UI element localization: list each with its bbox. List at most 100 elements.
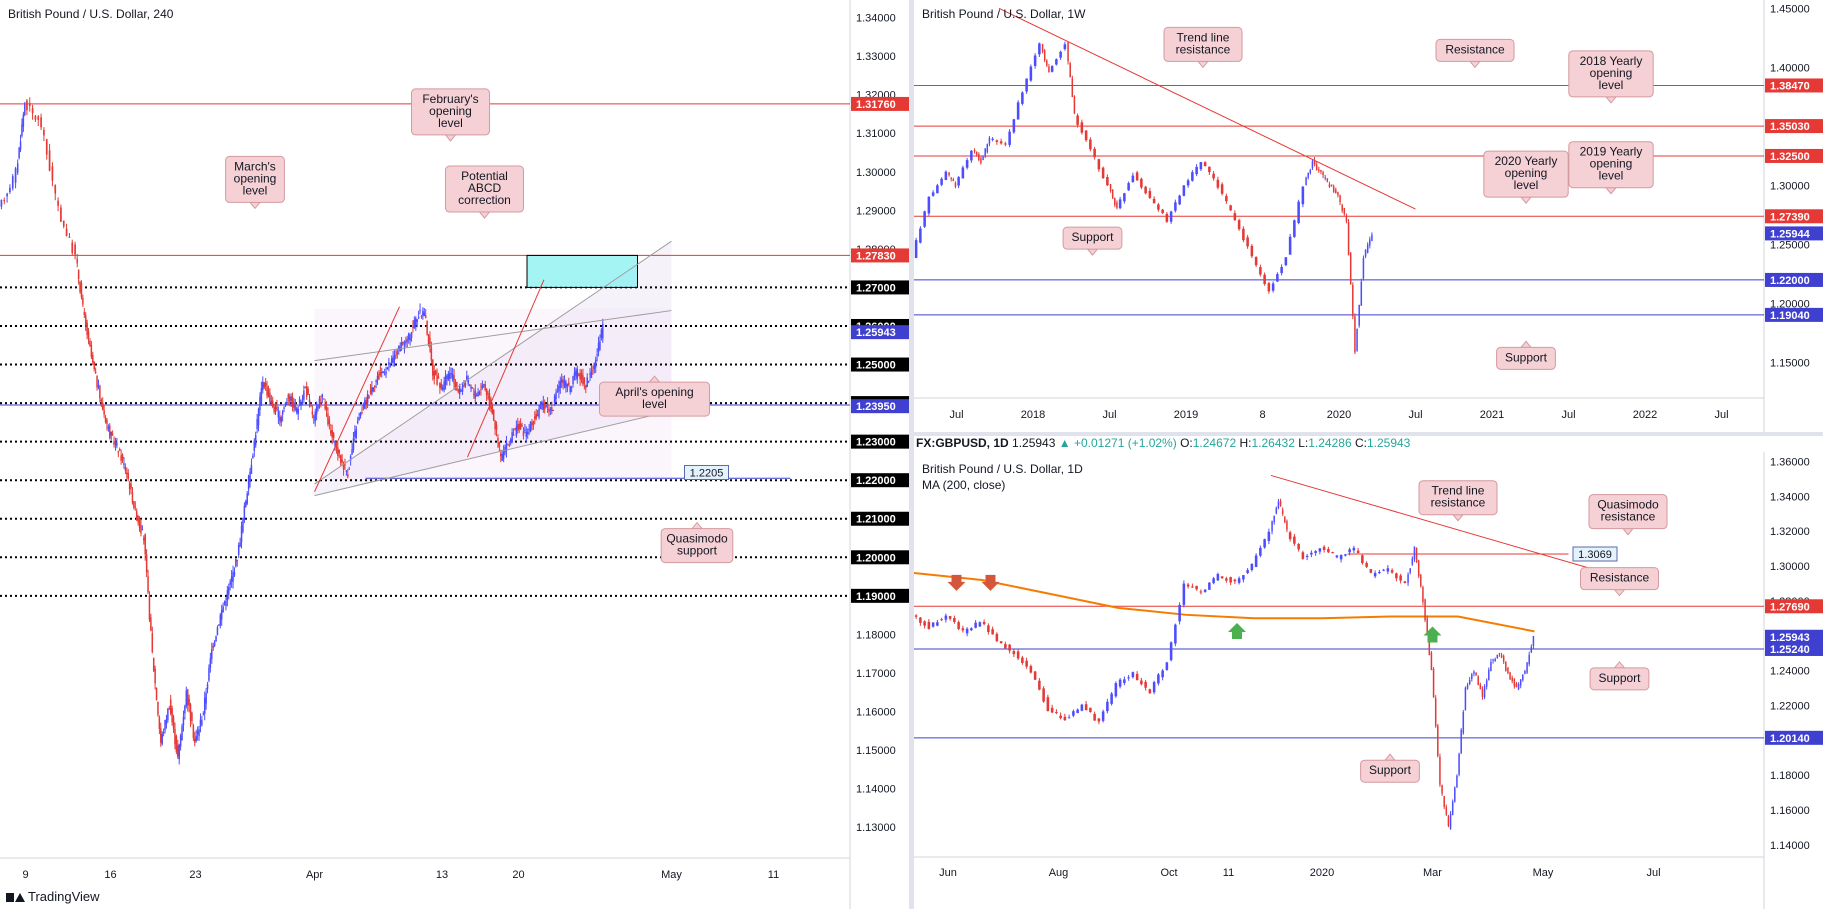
candle-body-374 (563, 380, 566, 387)
price-tag: 1.2205 (684, 464, 729, 480)
candle-body-74 (138, 519, 141, 528)
candle-body-49 (1080, 122, 1084, 133)
candle-body-4 (931, 622, 935, 627)
candle-body-110 (1365, 562, 1368, 567)
pane-divider-horizontal[interactable] (914, 432, 1823, 436)
candle-body-23 (1012, 651, 1016, 655)
candle-body-73 (1225, 578, 1228, 581)
candle-body-158 (1488, 669, 1490, 681)
candle-body-94 (167, 708, 169, 720)
pane-divider-vertical[interactable] (909, 0, 914, 909)
candle-body-66 (1144, 186, 1147, 194)
candle-body-288 (441, 387, 444, 390)
candle-body-109 (188, 698, 190, 706)
candle-body-21 (51, 166, 54, 181)
callout-text-4-1: opening (1505, 166, 1548, 180)
info-open-label: O: (1180, 436, 1193, 450)
price-label-bg-5 (1765, 272, 1823, 287)
candle-body-22 (54, 185, 57, 194)
candle-body-134 (1369, 239, 1371, 246)
candle-body-282 (433, 371, 435, 380)
candle-body-44 (96, 376, 98, 388)
price-label-4: 1.25944 (1770, 228, 1811, 240)
candle-body-11 (954, 182, 957, 187)
candle-body-107 (185, 690, 188, 707)
x-tick-label-9: 2022 (1633, 409, 1657, 421)
candle-body-31 (1046, 697, 1050, 712)
candle-body-87 (1277, 501, 1280, 509)
candle-body-3 (927, 196, 931, 214)
candle-body-145 (239, 542, 241, 547)
tradingview-brand[interactable]: TradingView (6, 889, 100, 904)
candle-body-18 (978, 154, 980, 160)
candle-body-32 (1025, 78, 1028, 92)
candle-body-89 (160, 728, 162, 743)
candle-body-201 (318, 398, 321, 403)
candle-body-270 (416, 319, 418, 322)
candle-body-139 (1447, 816, 1450, 826)
candle-body-344 (521, 425, 523, 427)
candle-body-124 (1347, 222, 1350, 256)
candle-body-28 (1033, 671, 1037, 680)
candle-body-154 (252, 455, 254, 459)
chart-w1-pane[interactable]: Trend line resistance Resistance 2018 Yearl… (914, 0, 1823, 432)
candle-body-136 (226, 590, 229, 601)
candle-body-46 (1110, 693, 1113, 704)
candle-body-34 (1033, 55, 1037, 66)
candle-body-294 (450, 373, 452, 375)
candle-body-75 (1233, 579, 1237, 582)
chart-title: British Pound / U.S. Dollar, 1W (922, 7, 1086, 21)
candle-body-394 (592, 370, 594, 372)
x-tick-label-4: 13 (436, 869, 448, 881)
candle-body-325 (494, 420, 496, 430)
candle-body-272 (419, 309, 421, 312)
candle-body-78 (144, 534, 146, 555)
callout-text-0-1: resistance (1176, 42, 1231, 56)
candle-body-209 (330, 430, 332, 434)
candle-body-64 (1135, 172, 1139, 181)
price-label-bg-5 (851, 357, 909, 372)
callout-text-0-0: Trend line (1432, 484, 1485, 498)
chart-h4[interactable]: February'sopeninglevelMarch'sopeningleve… (0, 0, 909, 909)
trend-line-3 (314, 306, 400, 492)
price-tag-box (684, 464, 729, 480)
candle-body-100 (1288, 236, 1292, 255)
price-label-bg-1 (1765, 119, 1823, 134)
candle-body-25 (995, 140, 999, 142)
callout-text-2-1: opening (1590, 66, 1633, 80)
chart-d1-pane[interactable]: Trend line resistance Quasimodo resistance R… (914, 452, 1823, 909)
candle-body-207 (327, 413, 329, 425)
chart-h4-pane[interactable]: February's opening level March's opening leve… (0, 0, 909, 909)
candle-body-351 (531, 423, 533, 426)
candle-body-125 (1349, 252, 1352, 285)
candle-body-13 (961, 167, 965, 179)
candle-body-115 (196, 730, 199, 735)
candle-body-332 (504, 447, 506, 453)
candle-body-22 (1008, 644, 1011, 651)
candle-body-236 (368, 396, 370, 399)
candle-body-76 (1186, 180, 1190, 186)
candle-body-147 (1464, 687, 1467, 711)
candle-body-141 (1451, 801, 1454, 815)
candle-body-193 (307, 388, 309, 395)
candle-body-103 (179, 735, 182, 747)
candle-body-214 (337, 447, 339, 456)
candle-body-216 (339, 455, 342, 463)
price-label-2: 1.32500 (1770, 151, 1810, 163)
candle-body-347 (525, 432, 528, 437)
candle-body-119 (1403, 581, 1407, 583)
candle-body-34 (1059, 715, 1062, 719)
x-tick-label-3: Apr (306, 869, 323, 881)
signal-arrow-up-3 (1423, 626, 1442, 643)
callout-pointer-1 (248, 201, 262, 210)
candle-body-125 (211, 649, 213, 659)
x-tick-label-0: Jul (949, 409, 963, 421)
x-tick-label-0: 9 (22, 869, 28, 881)
x-tick-label-6: May (1533, 867, 1554, 879)
candle-body-81 (1259, 547, 1262, 556)
candle-body-228 (356, 420, 359, 424)
candle-body-32 (79, 281, 81, 293)
candle-body-162 (263, 382, 265, 388)
